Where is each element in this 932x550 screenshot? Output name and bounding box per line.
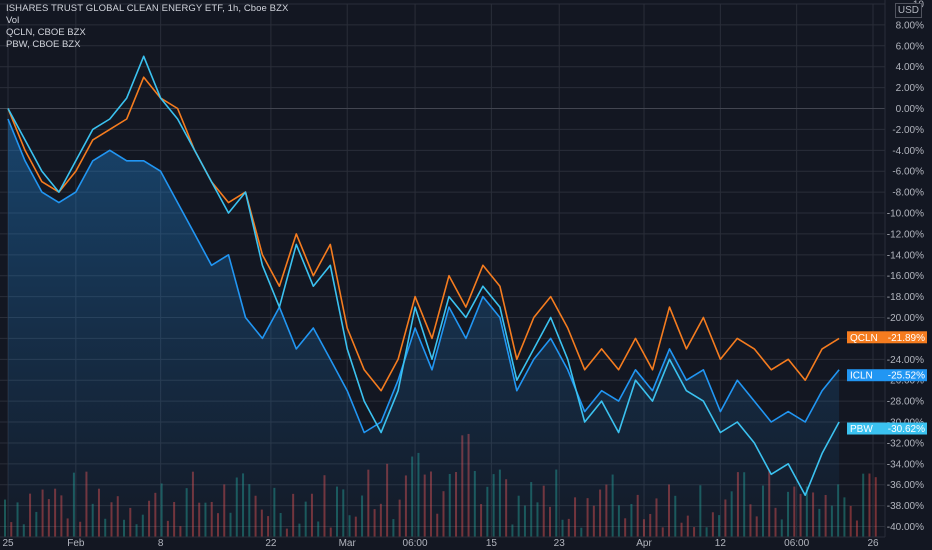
y-tick-label: -32.00% [887,438,924,449]
x-tick-label: Apr [636,538,652,549]
x-tick-label: 06:00 [784,538,809,549]
volume-bar [4,499,6,537]
y-tick-label: -16.00% [887,271,924,282]
badge-symbol: ICLN [850,371,873,382]
volume-bar [874,477,877,537]
x-tick-label: 23 [554,538,566,549]
badge-symbol: QCLN [850,333,878,344]
last-value-badge-icln[interactable] [847,369,927,382]
legend-main-symbol[interactable]: ISHARES TRUST GLOBAL CLEAN ENERGY ETF, 1… [6,3,289,14]
badge-value: -21.89% [888,333,925,344]
legend-compare-qcln[interactable]: QCLN, CBOE BZX [6,27,86,38]
x-tick-label: 25 [2,538,14,549]
x-tick-label: 26 [867,538,879,549]
y-tick-label: -6.00% [892,167,924,178]
y-tick-label: -4.00% [892,146,924,157]
y-tick-label: -38.00% [887,501,924,512]
volume-bar [868,473,871,537]
legend-compare-pbw[interactable]: PBW, CBOE BZX [6,39,81,50]
y-tick-label: -2.00% [892,125,924,136]
price-axis[interactable] [885,0,932,550]
y-tick-label: -34.00% [887,459,924,470]
x-tick-label: 8 [158,538,164,549]
x-tick-label: Mar [339,538,357,549]
volume-bar [862,473,865,537]
y-tick-label: -36.00% [887,480,924,491]
volume-bar [843,497,846,537]
x-tick-label: 15 [486,538,498,549]
y-tick-label: -14.00% [887,250,924,261]
last-value-badge-pbw[interactable] [847,422,927,435]
y-tick-label: -10.00% [887,209,924,220]
y-tick-label: -24.00% [887,355,924,366]
badge-symbol: PBW [850,424,873,435]
legend-volume[interactable]: Vol [6,15,20,26]
x-tick-label: 06:00 [403,538,428,549]
badge-value: -30.62% [888,424,925,435]
y-tick-label: 2.00% [896,83,924,94]
y-tick-label: -20.00% [887,313,924,324]
volume-bar [849,505,852,537]
y-tick-label: -8.00% [892,188,924,199]
badge-value: -25.52% [888,371,925,382]
chart-legend: ISHARES TRUST GLOBAL CLEAN ENERGY ETF, 1… [6,3,288,51]
y-tick-label: 0.00% [896,104,924,115]
x-tick-label: Feb [67,538,85,549]
y-tick-label: -28.00% [887,397,924,408]
y-tick-label: -26.00% [887,376,924,387]
y-tick-label: -12.00% [887,229,924,240]
series-line-icln[interactable] [7,118,840,434]
series-line-pbw[interactable] [7,55,840,496]
y-tick-label: 8.00% [896,20,924,31]
y-tick-label: 6.00% [896,41,924,52]
volume-bar [855,520,858,537]
x-tick-label: 12 [715,538,727,549]
y-tick-label: -18.00% [887,292,924,303]
y-tick-label: 4.00% [896,62,924,73]
currency-label[interactable]: USD [894,3,922,18]
y-tick-label: -40.00% [887,522,924,533]
x-tick-label: 22 [265,538,277,549]
icln-area-fill [8,119,840,537]
series-line-qcln[interactable] [7,76,840,392]
last-value-badge-qcln[interactable] [847,331,927,344]
